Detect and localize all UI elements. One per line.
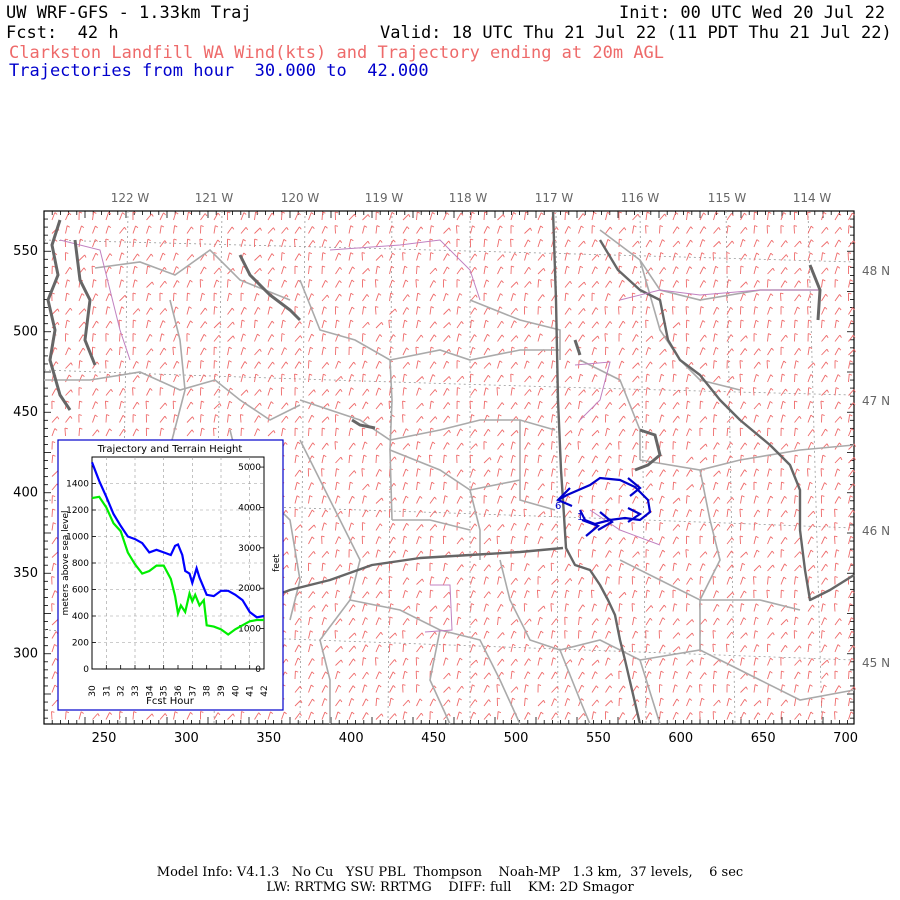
coastline	[46, 219, 822, 472]
inset-left-tick: 400	[72, 612, 89, 622]
inset-x-tick: 37	[188, 685, 198, 696]
frame-ticks	[43, 210, 854, 724]
inset-x-tick: 39	[217, 685, 227, 697]
model-info-line2: LW: RRTMG SW: RRTMG DIFF: full KM: 2D Sm…	[266, 880, 634, 895]
inset-x-tick: 41	[246, 685, 256, 696]
x-tick-label: 550	[586, 731, 611, 746]
y-tick-label: 350	[13, 566, 38, 581]
lon-label: 120 W	[281, 191, 320, 205]
y-tick-label: 300	[13, 647, 38, 662]
latitude-labels: 48 N 47 N 46 N 45 N	[862, 264, 890, 670]
lon-label: 116 W	[621, 191, 660, 205]
inset-x-tick: 42	[260, 685, 270, 696]
inset-x-tick: 36	[174, 685, 184, 697]
x-tick-label: 650	[751, 731, 776, 746]
x-tick-label: 600	[668, 731, 693, 746]
inset-right-tick: 1000	[238, 625, 261, 635]
inset-x-tick: 30	[88, 685, 98, 697]
inset-series-line	[90, 461, 265, 619]
x-tick-label: 250	[92, 731, 117, 746]
inset-left-tick: 1400	[66, 480, 89, 490]
inset-xlabel: Fcst Hour	[146, 696, 195, 707]
valid-time: Valid: 18 UTC Thu 21 Jul 22 (11 PDT Thu …	[380, 23, 892, 43]
rivers-water	[59, 239, 820, 633]
lat-label: 47 N	[862, 394, 890, 408]
inset-x-tick: 34	[145, 685, 155, 697]
lon-label: 118 W	[449, 191, 488, 205]
lon-label: 114 W	[793, 191, 832, 205]
trajectory-label-start: 1	[577, 512, 583, 523]
lat-label: 48 N	[862, 264, 890, 278]
inset-right-tick: 5000	[238, 463, 261, 473]
lat-label: 46 N	[862, 524, 890, 538]
inset-left-tick: 200	[72, 639, 89, 649]
forecast-hour: Fcst: 42 h	[6, 23, 119, 43]
y-tick-label: 400	[13, 486, 38, 501]
y-tick-label: 450	[13, 405, 38, 420]
state-borders	[262, 210, 855, 725]
inset-chart: Trajectory and Terrain Height 0200400600…	[57, 439, 284, 711]
trajectory-arrows	[556, 477, 643, 537]
x-tick-label: 400	[339, 731, 364, 746]
inset-x-tick: 32	[117, 685, 127, 696]
map-title: UW WRF-GFS - 1.33km Traj	[6, 3, 252, 23]
trajectory-path	[557, 476, 652, 526]
x-tick-label: 450	[421, 731, 446, 746]
inset-right-tick: 4000	[238, 503, 261, 513]
inset-title: Trajectory and Terrain Height	[97, 444, 243, 455]
inset-left-tick: 600	[72, 586, 89, 596]
y-grid-ticks: 550 500 450 400 350 300	[13, 244, 38, 662]
inset-left-tick: 800	[72, 559, 89, 569]
x-tick-label: 500	[504, 731, 529, 746]
x-grid-ticks: 250 300 350 400 450 500 550 600 650 700	[92, 731, 858, 746]
inset-left-tick: 0	[83, 665, 89, 675]
model-info-line1: Model Info: V4.1.3 No Cu YSU PBL Thompso…	[156, 865, 744, 880]
y-tick-label: 550	[13, 244, 38, 259]
inset-left-axis: 0 200 400 600 800 1000 1200 1400	[66, 480, 96, 675]
inset-right-tick: 2000	[238, 584, 261, 594]
inset-ylabel-right: feet	[272, 554, 282, 572]
inset-left-tick: 1000	[66, 533, 89, 543]
lon-label: 119 W	[365, 191, 404, 205]
inset-x-tick: 40	[231, 685, 241, 697]
inset-series-line	[91, 495, 264, 636]
lon-label: 117 W	[535, 191, 574, 205]
lon-label: 115 W	[708, 191, 747, 205]
map-frame	[43, 210, 855, 725]
lon-label: 122 W	[111, 191, 150, 205]
inset-left-tick: 1200	[66, 506, 89, 516]
x-tick-label: 350	[256, 731, 281, 746]
trajectory-range: Trajectories from hour 30.000 to 42.000	[9, 61, 429, 81]
inset-right-axis: 0 1000 2000 3000 4000 5000	[238, 463, 264, 675]
lat-label: 45 N	[862, 656, 890, 670]
init-time: Init: 00 UTC Wed 20 Jul 22	[619, 3, 886, 23]
y-tick-label: 500	[13, 325, 38, 340]
inset-right-tick: 3000	[238, 544, 261, 554]
inset-x-tick: 38	[203, 685, 213, 697]
inset-right-tick: 0	[255, 665, 261, 675]
inset-series	[90, 461, 265, 636]
trajectory-label-end: 6	[555, 501, 561, 512]
x-tick-label: 300	[174, 731, 199, 746]
inset-x-tick: 31	[102, 685, 112, 696]
inset-x-axis: 30 31 32 33 34 35 36 37 38 39 40 41 42	[88, 665, 270, 697]
lon-label: 121 W	[195, 191, 234, 205]
inset-frame	[57, 439, 284, 711]
inset-x-tick: 33	[131, 685, 141, 696]
longitude-labels: 122 W 121 W 120 W 119 W 118 W 117 W 116 W 115 W…	[111, 191, 832, 205]
inset-ylabel-left: meters above sea level	[61, 510, 71, 615]
x-tick-label: 700	[833, 731, 858, 746]
inset-x-tick: 35	[160, 685, 170, 696]
field-description: Clarkston Landfill WA Wind(kts) and Traj…	[9, 43, 665, 63]
